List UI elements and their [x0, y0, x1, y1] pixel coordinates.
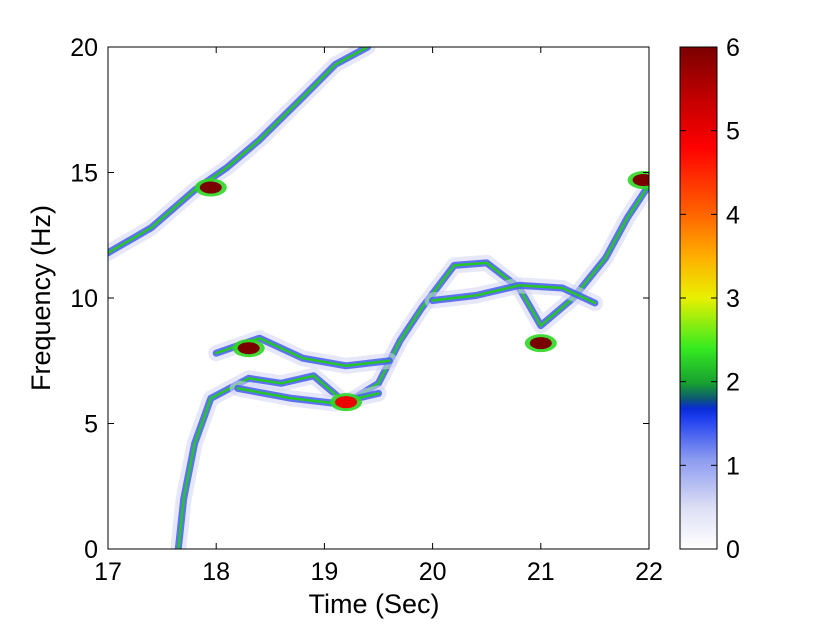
hotspot-4: [632, 174, 649, 187]
y-tick-label: 20: [70, 34, 98, 62]
ridge-loop-right: [431, 284, 597, 305]
x-tick-label: 18: [202, 558, 230, 586]
y-axis: 0 5 10 15 20: [70, 34, 649, 564]
x-tick-label: 21: [527, 558, 555, 586]
ridge-upper-chirp: [108, 47, 369, 255]
hotspot-1: [237, 342, 260, 355]
x-tick-label: 19: [310, 558, 338, 586]
colorbar-axis: 0 1 2 3 4 5 6: [680, 34, 740, 564]
y-tick-label: 10: [70, 285, 98, 313]
x-tick-label: 22: [635, 558, 663, 586]
colorbar-tick-label: 3: [726, 285, 740, 313]
hotspot-2: [335, 396, 358, 409]
colorbar: [680, 47, 717, 549]
colorbar-tick-label: 4: [726, 201, 740, 229]
colorbar-tick-label: 1: [726, 452, 740, 480]
x-axis: 17 18 19 20 21 22: [94, 47, 663, 586]
colorbar-tick-label: 2: [726, 369, 740, 397]
x-axis-label: Time (Sec): [308, 589, 439, 619]
hotspot-3: [529, 337, 552, 350]
x-tick-label: 17: [94, 558, 122, 586]
hotspot-0: [199, 181, 222, 194]
y-tick-label: 5: [84, 411, 98, 439]
colorbar-tick-label: 6: [726, 34, 740, 62]
y-tick-label: 0: [84, 536, 98, 564]
colorbar-tick-label: 5: [726, 118, 740, 146]
x-tick-label: 20: [419, 558, 447, 586]
heatmap-layer: [108, 47, 649, 549]
y-tick-label: 15: [70, 160, 98, 188]
y-axis-label: Frequency (Hz): [26, 205, 56, 391]
colorbar-tick-label: 0: [726, 536, 740, 564]
